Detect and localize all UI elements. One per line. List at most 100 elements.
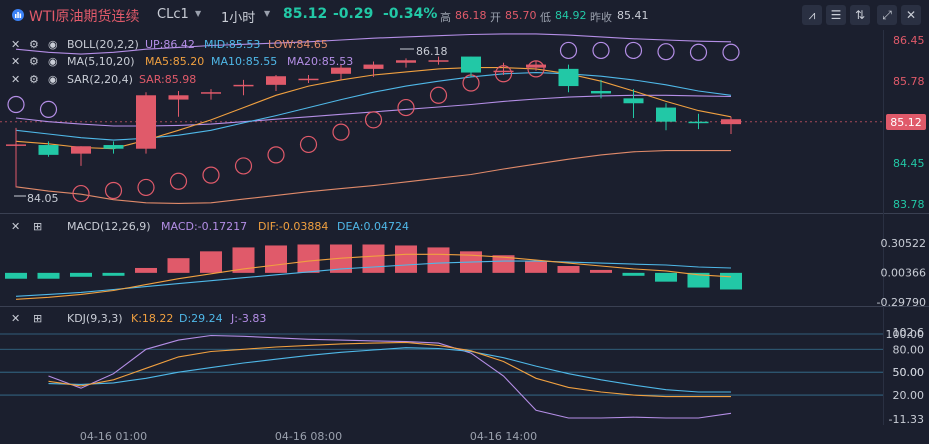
legend-hide-icon[interactable]: ✕ xyxy=(11,312,20,325)
last-price: 85.12 xyxy=(283,6,328,22)
legend-ma10: MA10:85.55 xyxy=(211,55,277,68)
sar-point xyxy=(299,135,318,154)
kdj-axis-label: 100.00 xyxy=(886,328,925,341)
legend-expand-icon[interactable]: ⊞ xyxy=(33,220,42,233)
open-label: 开 xyxy=(490,11,501,24)
sar-point xyxy=(202,166,220,184)
ma10-line xyxy=(15,72,732,141)
macd-axis-label: 0.00366 xyxy=(881,267,927,280)
price-change: -0.29 xyxy=(333,6,374,22)
macd-axis-label: -0.29790 xyxy=(877,296,926,309)
open-value: 85.70 xyxy=(505,9,537,22)
sar-point xyxy=(592,41,610,60)
indicator-icon[interactable]: ☰ xyxy=(826,5,846,25)
macd-bar xyxy=(70,272,92,277)
macd-bar xyxy=(297,244,320,273)
fullscreen-icon[interactable]: ⤢ xyxy=(877,5,897,25)
candle-body xyxy=(493,70,514,73)
sar-point xyxy=(559,41,578,60)
compare-icon[interactable]: ⇅ xyxy=(850,5,870,25)
legend-k-value: K:18.22 xyxy=(131,312,173,325)
kdj-axis-label: 20.00 xyxy=(893,389,925,402)
legend-expand-icon[interactable]: ⊞ xyxy=(33,312,42,325)
legend-visibility-icon[interactable]: ◉ xyxy=(48,73,58,86)
price-axis-label: 86.45 xyxy=(893,34,925,47)
sar-point xyxy=(267,146,285,164)
legend-settings-icon[interactable]: ⚙ xyxy=(29,55,39,68)
macd-bar xyxy=(395,245,417,273)
sar-point xyxy=(722,43,740,61)
time-axis-label: 04-16 01:00 xyxy=(80,430,147,443)
sar-point xyxy=(624,41,643,60)
interval-select[interactable]: 1小时 xyxy=(221,11,256,26)
symbol-code[interactable]: CLc1 xyxy=(157,7,189,22)
legend-hide-icon[interactable]: ✕ xyxy=(11,220,20,233)
symbol-name[interactable]: WTI原油期货连续 xyxy=(29,9,140,25)
macd-bar xyxy=(265,245,287,273)
legend-ma-name: MA(5,10,20) xyxy=(67,55,135,68)
legend-visibility-icon[interactable]: ◉ xyxy=(48,55,58,68)
macd-bar xyxy=(492,255,515,273)
macd-bar xyxy=(200,251,222,273)
candle-body xyxy=(168,95,189,100)
sar-point xyxy=(234,157,253,175)
legend-hide-icon[interactable]: ✕ xyxy=(11,73,20,86)
legend-hide-icon[interactable]: ✕ xyxy=(11,38,20,51)
prev-close-label: 昨收 xyxy=(590,11,612,24)
legend-kdj: ✕ ⊞ KDJ(9,3,3) K:18.22 D:29.24 J:-3.83 xyxy=(11,312,266,325)
kdj-j-line xyxy=(48,334,732,419)
sar-point xyxy=(657,43,675,61)
candle-body xyxy=(201,92,221,94)
dea-line xyxy=(15,260,732,297)
low-mark-label: 84.05 xyxy=(27,192,59,205)
sar-point xyxy=(332,123,350,141)
chart-canvas[interactable]: 86.45 85.78 84.45 83.78 0.30522 0.00366 -0.297… xyxy=(0,30,929,444)
macd-bar xyxy=(557,266,580,273)
low-value: 84.92 xyxy=(555,9,587,22)
legend-ma20: MA20:85.53 xyxy=(287,55,353,68)
sar-point xyxy=(104,181,123,200)
legend-boll-up: UP:86.42 xyxy=(145,38,195,51)
current-price-tag-label: 85.12 xyxy=(890,116,922,129)
legend-d-value: D:29.24 xyxy=(179,312,223,325)
sar-point xyxy=(397,98,415,117)
close-icon[interactable]: ✕ xyxy=(901,5,921,25)
price-axis-label: 85.78 xyxy=(893,75,925,88)
legend-settings-icon[interactable]: ⚙ xyxy=(29,38,39,51)
candle-body xyxy=(461,56,481,73)
legend-boll-low: LOW:84.65 xyxy=(268,38,328,51)
high-value: 86.18 xyxy=(455,9,487,22)
legend-boll: ✕ ⚙ ◉ BOLL(20,2,2) UP:86.42 MID:85.53 LO… xyxy=(11,38,328,51)
macd-panel xyxy=(5,244,742,300)
macd-axis-label: 0.30522 xyxy=(881,237,927,250)
legend-boll-mid: MID:85.53 xyxy=(204,38,260,51)
candle-body xyxy=(526,64,546,68)
kdj-axis-label: 50.00 xyxy=(893,366,925,379)
current-price-tag xyxy=(886,114,926,130)
macd-bar xyxy=(5,272,27,279)
legend-visibility-icon[interactable]: ◉ xyxy=(48,38,58,51)
draw-line-icon[interactable]: ⩘ xyxy=(802,5,822,25)
symbol-dropdown-icon[interactable]: ▼ xyxy=(195,9,202,18)
candle-body xyxy=(38,145,59,155)
candle-body xyxy=(6,144,26,146)
candle-body xyxy=(298,78,319,81)
legend-hide-icon[interactable]: ✕ xyxy=(11,55,20,68)
sar-point xyxy=(72,184,90,203)
chart-logo-icon xyxy=(12,9,24,21)
legend-settings-icon[interactable]: ⚙ xyxy=(29,73,39,86)
macd-bar xyxy=(37,272,60,279)
time-axis-label: 04-16 08:00 xyxy=(275,430,342,443)
macd-bar xyxy=(167,258,190,273)
interval-dropdown-icon[interactable]: ▼ xyxy=(264,9,271,18)
candle-body xyxy=(103,145,124,149)
macd-bar xyxy=(135,267,157,273)
macd-bar xyxy=(232,247,255,273)
sar-point xyxy=(7,95,25,114)
candle-body xyxy=(233,84,254,87)
legend-dea-value: DEA:0.04724 xyxy=(337,220,409,233)
legend-macd: ✕ ⊞ MACD(12,26,9) MACD:-0.17217 DIF:-0.0… xyxy=(11,220,409,233)
macd-bar xyxy=(687,272,710,288)
sar-point xyxy=(429,86,448,104)
kdj-axis-label: 102.6 xyxy=(893,326,925,339)
